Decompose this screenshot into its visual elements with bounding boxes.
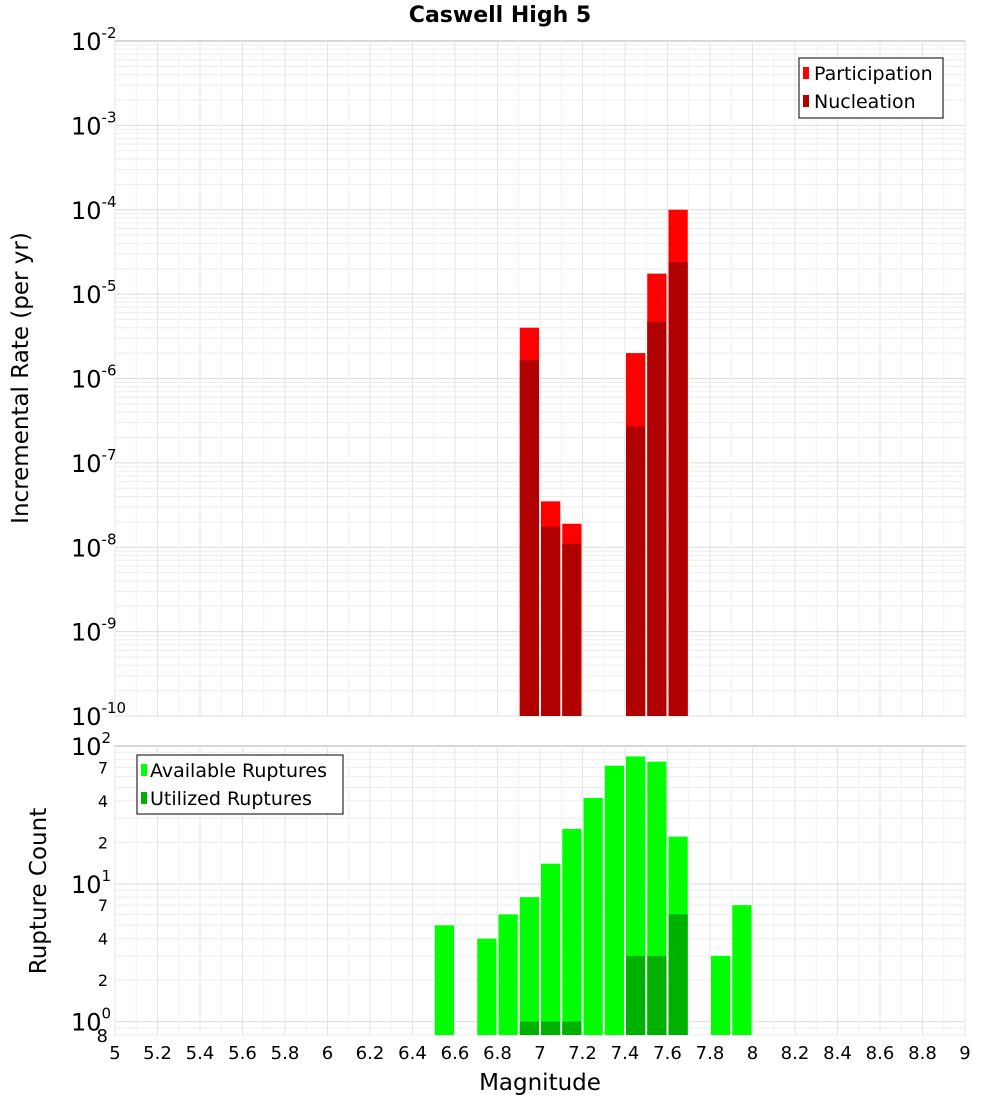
bar-available-ruptures (583, 797, 603, 1035)
bottom-grid (114, 746, 966, 1036)
x-tick-label: 5.4 (186, 1043, 215, 1064)
y-tick-label: 101 (71, 867, 111, 899)
x-tick-label: 5.2 (143, 1043, 172, 1064)
top-legend-box (798, 57, 944, 119)
y-tick-label: 10-9 (71, 615, 117, 647)
y-tick-label: 7 (98, 896, 108, 915)
x-tick-label: 5.8 (271, 1043, 300, 1064)
bar-nucleation (626, 426, 646, 716)
bar-nucleation (668, 262, 688, 716)
y-tick-label: 10-5 (71, 277, 117, 309)
top-legend: Participation Nucleation (798, 57, 944, 119)
x-tick-label: 5 (109, 1043, 120, 1064)
bottom-legend-box (136, 754, 344, 815)
bar-nucleation (647, 321, 667, 716)
bar-nucleation (541, 526, 561, 716)
x-tick-label: 6 (322, 1043, 333, 1064)
top-y-ticks: 10-2 10-3 10-4 10-5 10-6 10-7 10-8 10-9 10-10 (71, 24, 126, 731)
bar-available-ruptures (541, 863, 561, 1035)
x-tick-label: 6.8 (483, 1043, 512, 1064)
x-tick-label: 8.6 (866, 1043, 895, 1064)
bar-available-ruptures (711, 955, 731, 1035)
legend-swatch-available-ruptures (141, 764, 147, 776)
bar-utilized-ruptures (626, 955, 646, 1035)
bar-utilized-ruptures (519, 1021, 539, 1035)
x-tick-label: 7.6 (653, 1043, 682, 1064)
x-tick-label: 6.2 (356, 1043, 385, 1064)
legend-label-nucleation: Nucleation (814, 91, 916, 113)
legend-label-participation: Participation (814, 63, 933, 85)
bar-available-ruptures (434, 925, 454, 1035)
top-grid (114, 41, 966, 717)
y-tick-label: 10-10 (71, 699, 126, 731)
x-tick-label: 8.8 (908, 1043, 937, 1064)
x-tick-label: 9 (959, 1043, 970, 1064)
x-axis-ticks: 5 5.2 5.4 5.6 5.8 6 6.2 6.4 6.6 6.8 7 7.2 7.4 7.6 7.8 8… (109, 1043, 970, 1064)
legend-swatch-utilized-ruptures (141, 792, 147, 804)
bar-utilized-ruptures (668, 914, 688, 1035)
legend-label-available-ruptures: Available Ruptures (150, 760, 327, 782)
bottom-bars (434, 756, 752, 1035)
bar-available-ruptures (562, 828, 582, 1035)
y-tick-label: 10-8 (71, 530, 117, 562)
y-tick-label: 10-3 (71, 108, 117, 140)
y-tick-label: 2 (98, 833, 108, 852)
legend-swatch-participation (803, 67, 809, 79)
bottom-y-axis-label: Rupture Count (26, 808, 52, 974)
x-tick-label: 6.4 (398, 1043, 427, 1064)
bar-available-ruptures (732, 905, 752, 1035)
y-tick-label: 10-2 (71, 24, 117, 56)
bar-available-ruptures (604, 765, 624, 1035)
x-tick-label: 8.2 (781, 1043, 810, 1064)
y-tick-label: 10-7 (71, 446, 117, 478)
x-tick-label: 7.2 (568, 1043, 597, 1064)
y-tick-label: 10-4 (71, 193, 117, 225)
y-tick-label: 100 (71, 1005, 111, 1037)
bar-available-ruptures (498, 914, 518, 1035)
x-tick-label: 8 (747, 1043, 758, 1064)
x-tick-label: 7.8 (696, 1043, 725, 1064)
x-tick-label: 6.6 (441, 1043, 470, 1064)
x-tick-label: 5.6 (228, 1043, 257, 1064)
y-tick-label: 7 (98, 758, 108, 777)
bar-nucleation (562, 543, 582, 716)
y-tick-label: 2 (98, 971, 108, 990)
chart-title: Caswell High 5 (409, 3, 591, 28)
x-tick-label: 7.4 (611, 1043, 640, 1064)
bar-utilized-ruptures (562, 1021, 582, 1035)
y-tick-label: 102 (71, 729, 111, 761)
bar-available-ruptures (519, 897, 539, 1035)
top-y-axis-label: Incremental Rate (per yr) (8, 232, 34, 524)
bar-available-ruptures (477, 938, 497, 1035)
x-axis-label: Magnitude (479, 1070, 601, 1096)
bar-utilized-ruptures (647, 955, 667, 1035)
bar-utilized-ruptures (541, 1021, 561, 1035)
x-tick-label: 7 (534, 1043, 545, 1064)
y-tick-label: 8 (97, 1026, 108, 1047)
bottom-legend: Available Ruptures Utilized Ruptures (136, 754, 344, 815)
bar-nucleation (519, 360, 539, 716)
y-tick-label: 4 (98, 792, 108, 811)
legend-label-utilized-ruptures: Utilized Ruptures (150, 788, 312, 810)
y-tick-label: 10-6 (71, 362, 117, 394)
top-bars (519, 209, 688, 716)
legend-swatch-nucleation (803, 95, 809, 107)
x-tick-label: 8.4 (823, 1043, 852, 1064)
y-tick-label: 4 (98, 930, 108, 949)
